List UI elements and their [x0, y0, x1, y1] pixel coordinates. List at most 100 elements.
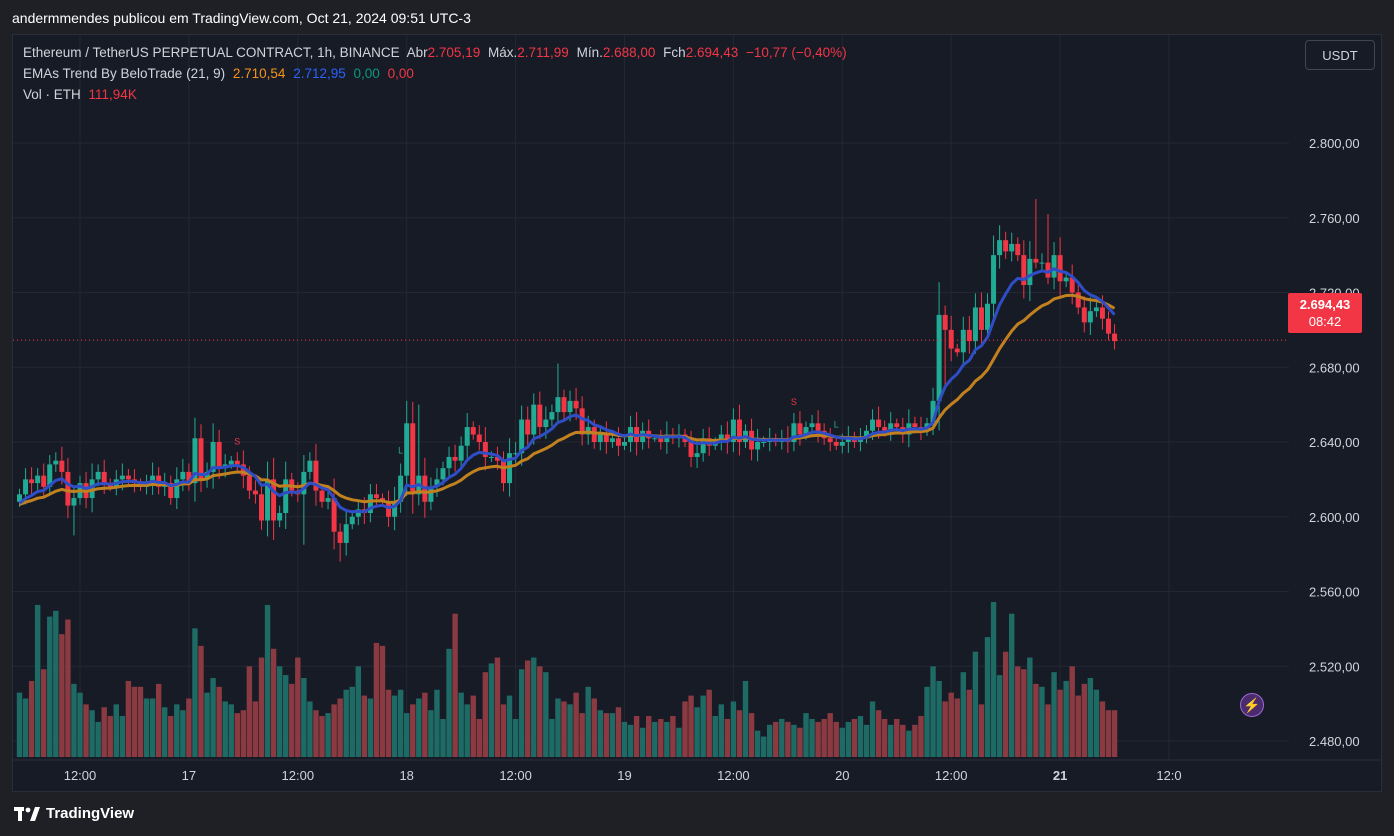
- volume-bar: [791, 724, 797, 757]
- volume-bar: [1111, 710, 1118, 757]
- volume-bar: [942, 701, 948, 757]
- volume-bar: [143, 698, 150, 757]
- volume-bar: [89, 710, 95, 757]
- volume-bar: [137, 686, 144, 757]
- volume-bar: [65, 619, 71, 757]
- symbol-title[interactable]: Ethereum / TetherUS PERPETUAL CONTRACT, …: [23, 45, 400, 60]
- volume-bar: [948, 692, 954, 757]
- candle-body: [736, 419, 742, 442]
- volume-bar: [216, 686, 222, 757]
- volume-bar: [349, 686, 355, 757]
- candle-body: [1099, 307, 1105, 319]
- volume-bar: [978, 704, 985, 757]
- volume-bar: [482, 672, 489, 757]
- candle-body: [991, 255, 997, 304]
- volume-bar: [573, 692, 579, 757]
- candle-body: [888, 423, 894, 431]
- x-axis[interactable]: 12:00 17 12:00 18 12:00 19 12:00 20 12:00 21 12:0: [64, 768, 1182, 783]
- signal-marker: L: [398, 445, 403, 455]
- volume-legend[interactable]: Vol · ETH 111,94K: [23, 87, 141, 102]
- candle-body: [1063, 277, 1069, 282]
- candle-body: [488, 456, 494, 458]
- candle-body: [809, 423, 815, 428]
- candle-body: [234, 460, 240, 465]
- currency-button[interactable]: USDT: [1305, 40, 1375, 70]
- volume-bar: [434, 689, 440, 757]
- ema-legend[interactable]: EMAs Trend By BeloTrade (21, 9) 2.710,54…: [23, 66, 418, 81]
- x-tick-label: 17: [182, 768, 196, 783]
- volume-bar: [718, 704, 724, 757]
- candle-body: [343, 524, 349, 543]
- candle-body: [1033, 258, 1039, 263]
- candle-body: [985, 303, 990, 330]
- candle-body: [827, 438, 833, 442]
- last-price-label: 2.694,43 08:42: [1288, 293, 1362, 333]
- volume-bar: [579, 713, 585, 757]
- candle-body: [125, 475, 131, 480]
- volume-bar: [760, 736, 767, 757]
- volume-bar: [621, 721, 628, 757]
- volume-bar: [295, 657, 301, 757]
- symbol-legend[interactable]: Ethereum / TetherUS PERPETUAL CONTRACT, …: [23, 45, 851, 60]
- candle-body: [882, 427, 888, 431]
- volume-bar: [325, 713, 331, 757]
- high-value: 2.711,99: [517, 45, 569, 60]
- volume-bar: [355, 666, 361, 757]
- y-tick-label: 2.600,00: [1309, 510, 1360, 525]
- candle-body: [579, 408, 585, 435]
- open-label: Abr: [406, 45, 428, 60]
- candle-body: [1009, 243, 1015, 252]
- volume-indicator-title[interactable]: Vol · ETH: [23, 87, 81, 102]
- lightning-icon[interactable]: ⚡: [1240, 693, 1264, 717]
- ema-layer: [18, 267, 1116, 514]
- ema-indicator-title[interactable]: EMAs Trend By BeloTrade (21, 9): [23, 66, 226, 81]
- volume-bar: [706, 689, 712, 757]
- volume-bar: [555, 698, 561, 757]
- y-axis[interactable]: 2.800,002.760,002.720,002.680,002.640,00…: [1309, 136, 1360, 749]
- volume-bar: [428, 710, 434, 757]
- volume-bar: [307, 701, 313, 757]
- candle-body: [168, 483, 174, 499]
- tradingview-logo[interactable]: TradingView: [14, 805, 134, 822]
- candle-body: [652, 438, 658, 440]
- volume-layer: [16, 602, 1118, 757]
- volume-bar: [815, 721, 821, 757]
- ema-fast-line: [18, 267, 1116, 514]
- close-value: 2.694,43: [685, 45, 739, 60]
- volume-bar: [186, 698, 192, 757]
- volume-bar: [670, 716, 676, 757]
- volume-bar: [821, 718, 827, 757]
- candle-body: [186, 471, 192, 484]
- candle-body: [507, 453, 513, 484]
- volume-bar: [270, 648, 277, 757]
- volume-bar: [1045, 704, 1051, 757]
- volume-bar: [283, 675, 289, 757]
- candle-body: [609, 438, 615, 442]
- candle-body: [718, 434, 724, 442]
- volume-bar: [712, 716, 718, 757]
- volume-bar: [827, 713, 833, 757]
- candle-body: [803, 427, 809, 435]
- candle-body: [470, 427, 476, 435]
- candle-body: [942, 314, 948, 330]
- last-price-value: 2.694,43: [1299, 297, 1351, 312]
- volume-bar: [664, 721, 670, 757]
- volume-bar: [888, 724, 894, 757]
- candle-body: [434, 479, 440, 487]
- volume-bar: [385, 689, 392, 757]
- candle-body: [71, 498, 77, 506]
- volume-bar: [894, 718, 900, 757]
- volume-bar: [452, 613, 458, 757]
- candle-body: [150, 475, 156, 484]
- volume-bar: [204, 692, 210, 757]
- candle-body: [549, 412, 555, 420]
- candle-body: [930, 400, 936, 424]
- y-tick-label: 2.680,00: [1309, 360, 1360, 375]
- candle-body: [815, 423, 821, 431]
- close-label: Fch: [663, 45, 686, 60]
- candle-body: [252, 490, 258, 495]
- volume-bar: [222, 701, 228, 757]
- volume-bar: [779, 718, 785, 757]
